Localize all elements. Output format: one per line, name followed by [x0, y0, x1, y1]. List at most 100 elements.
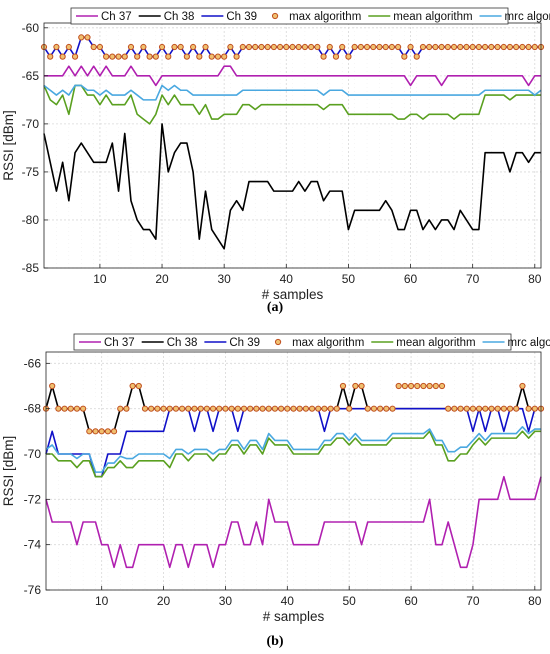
- data-point: [389, 405, 396, 412]
- data-point: [134, 53, 141, 60]
- data-point: [531, 43, 538, 51]
- data-point: [71, 53, 79, 60]
- series-line: [43, 123, 541, 250]
- legend: Ch 37 Ch 38 Ch 39 max algorithm mean algorit…: [73, 333, 550, 351]
- y-tick-label: -70: [24, 447, 42, 461]
- legend-label: Ch 37: [101, 11, 132, 23]
- legend-marker: [271, 12, 279, 20]
- series-markers: [42, 382, 545, 435]
- series-line: [45, 475, 542, 569]
- data-point: [214, 53, 222, 60]
- data-point: [127, 43, 135, 51]
- y-tick-label: -70: [22, 117, 40, 131]
- data-point: [117, 405, 124, 412]
- data-point: [321, 405, 328, 412]
- data-point: [140, 43, 147, 51]
- y-tick-label: -60: [22, 21, 40, 35]
- data-point: [141, 405, 149, 412]
- data-point: [525, 43, 532, 51]
- data-point: [240, 405, 248, 412]
- data-point: [445, 405, 452, 412]
- data-point: [265, 405, 272, 412]
- data-point: [259, 405, 266, 412]
- x-tick-label: 20: [157, 594, 171, 608]
- data-point: [525, 405, 532, 412]
- legend-label: Ch 38: [167, 337, 198, 349]
- data-point: [59, 53, 66, 60]
- legend: Ch 37 Ch 38 Ch 39 max algorithm mean algorit…: [70, 7, 550, 25]
- data-point: [308, 43, 315, 51]
- data-point: [481, 43, 489, 51]
- data-point: [65, 43, 72, 51]
- data-point: [352, 382, 359, 390]
- data-point: [67, 405, 74, 412]
- data-point: [228, 405, 235, 412]
- data-point: [115, 53, 122, 60]
- x-tick-label: 40: [280, 272, 294, 286]
- data-point: [339, 43, 346, 51]
- data-point: [61, 405, 68, 412]
- data-point: [488, 405, 495, 412]
- data-point: [55, 405, 62, 412]
- data-point: [395, 382, 402, 390]
- data-point: [152, 53, 159, 60]
- y-tick-label: -85: [22, 261, 40, 275]
- legend-label: max algorithm: [292, 337, 364, 349]
- grid: [45, 352, 542, 591]
- legend-label: max algorithm: [289, 11, 361, 23]
- y-tick-label: -75: [22, 165, 40, 179]
- data-point: [179, 405, 186, 412]
- series-line: [43, 84, 541, 125]
- data-point: [160, 405, 167, 412]
- data-point: [420, 382, 427, 390]
- data-point: [146, 53, 153, 60]
- data-point: [457, 43, 464, 51]
- x-tick-label: 20: [155, 272, 169, 286]
- x-tick-label: 60: [404, 594, 418, 608]
- data-point: [177, 43, 184, 51]
- data-point: [165, 53, 172, 60]
- data-point: [513, 405, 520, 412]
- series-line: [43, 84, 542, 101]
- y-tick-label: -80: [22, 213, 40, 227]
- series-line: [44, 65, 541, 87]
- data-point: [234, 405, 241, 412]
- data-point: [196, 53, 203, 60]
- data-point: [172, 405, 180, 412]
- data-point: [284, 405, 291, 412]
- plot-frame: [45, 351, 542, 591]
- data-point: [531, 405, 538, 412]
- data-point: [190, 43, 197, 51]
- data-point: [290, 405, 297, 412]
- data-point: [271, 405, 279, 412]
- data-point: [377, 405, 384, 412]
- data-point: [426, 382, 433, 390]
- data-point: [202, 43, 209, 51]
- data-point: [110, 428, 118, 435]
- data-point: [407, 382, 415, 390]
- data-point: [376, 43, 383, 51]
- data-point: [345, 53, 352, 60]
- data-point: [407, 43, 414, 51]
- x-tick-label: 10: [95, 594, 109, 608]
- data-point: [463, 405, 470, 412]
- data-point: [80, 405, 87, 412]
- data-point: [302, 405, 309, 412]
- data-point: [247, 405, 254, 412]
- data-point: [351, 43, 358, 51]
- data-point: [90, 43, 97, 51]
- data-point: [506, 405, 514, 412]
- data-point: [519, 382, 526, 390]
- data-point: [413, 53, 420, 60]
- data-point: [84, 34, 91, 41]
- data-point: [47, 53, 54, 60]
- data-point: [494, 405, 501, 412]
- y-tick-label: -76: [24, 583, 42, 597]
- y-tick-label: -68: [24, 402, 42, 416]
- caption-b: (b): [266, 634, 284, 649]
- data-point: [482, 405, 489, 412]
- data-point: [333, 405, 340, 412]
- data-point: [401, 53, 408, 60]
- data-point: [245, 43, 253, 51]
- data-point: [166, 405, 173, 412]
